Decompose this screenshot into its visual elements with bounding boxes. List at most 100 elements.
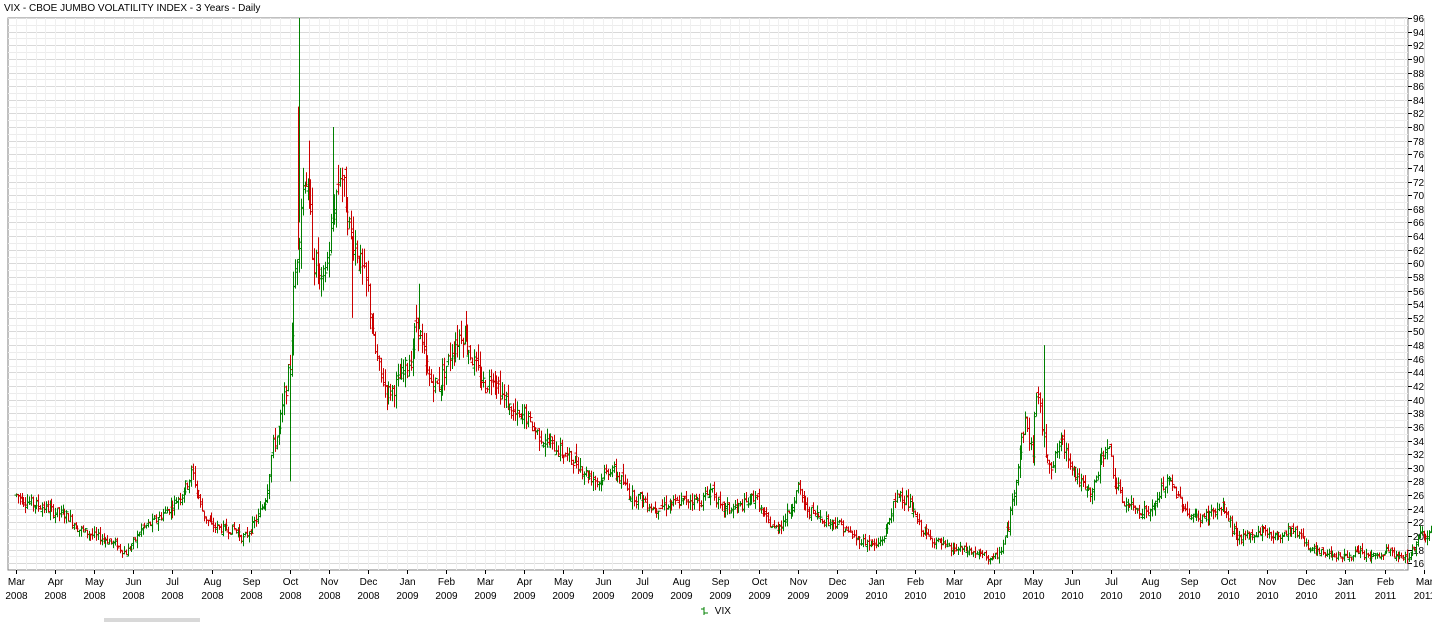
x-tick-year-label: 2010 <box>1022 591 1045 602</box>
x-tick-month-label: Nov <box>321 577 339 588</box>
x-tick-month-label: Jan <box>1337 577 1353 588</box>
x-tick-year-label: 2009 <box>592 591 615 602</box>
x-tick-year-label: 2009 <box>826 591 849 602</box>
x-tick-year-label: 2008 <box>240 591 263 602</box>
x-tick-month-label: Feb <box>1377 577 1395 588</box>
x-tick-year-label: 2009 <box>396 591 419 602</box>
x-tick-year-label: 2010 <box>1217 591 1240 602</box>
x-tick-year-label: 2008 <box>83 591 106 602</box>
x-tick-month-label: Jun <box>125 577 141 588</box>
x-tick-month-label: Apr <box>987 577 1003 588</box>
x-tick-month-label: Nov <box>790 577 808 588</box>
y-tick-label: 86 <box>1413 82 1425 93</box>
x-tick-month-label: Dec <box>829 577 847 588</box>
x-tick-month-label: Mar <box>8 577 26 588</box>
x-tick-month-label: May <box>554 577 573 588</box>
x-tick-year-label: 2010 <box>1061 591 1084 602</box>
x-tick-year-label: 2009 <box>513 591 536 602</box>
x-tick-year-label: 2008 <box>161 591 184 602</box>
x-tick-year-label: 2008 <box>5 591 28 602</box>
x-tick-year-label: 2009 <box>670 591 693 602</box>
x-tick-month-label: Mar <box>477 577 495 588</box>
x-tick-year-label: 2008 <box>44 591 67 602</box>
x-tick-year-label: 2009 <box>787 591 810 602</box>
x-tick-month-label: Jul <box>636 577 649 588</box>
x-tick-month-label: Jan <box>868 577 884 588</box>
x-tick-month-label: Mar <box>946 577 964 588</box>
x-tick-year-label: 2010 <box>983 591 1006 602</box>
x-tick-year-label: 2010 <box>943 591 966 602</box>
y-tick-label: 92 <box>1413 41 1425 52</box>
y-tick-label: 44 <box>1413 368 1425 379</box>
x-tick-month-label: Apr <box>517 577 533 588</box>
legend-label: VIX <box>714 606 731 617</box>
y-tick-label: 24 <box>1413 505 1425 516</box>
y-tick-label: 22 <box>1413 518 1425 529</box>
x-tick-year-label: 2010 <box>865 591 888 602</box>
x-tick-year-label: 2009 <box>474 591 497 602</box>
y-tick-label: 90 <box>1413 55 1425 66</box>
y-tick-label: 66 <box>1413 218 1425 229</box>
x-tick-year-label: 2008 <box>318 591 341 602</box>
y-tick-label: 26 <box>1413 491 1425 502</box>
y-tick-label: 94 <box>1413 28 1425 39</box>
y-tick-label: 18 <box>1413 546 1425 557</box>
x-tick-year-label: 2008 <box>201 591 224 602</box>
y-tick-label: 40 <box>1413 396 1425 407</box>
y-tick-label: 58 <box>1413 273 1425 284</box>
y-tick-label: 38 <box>1413 409 1425 420</box>
x-tick-month-label: Oct <box>283 577 299 588</box>
x-tick-year-label: 2009 <box>748 591 771 602</box>
x-tick-year-label: 2010 <box>1295 591 1318 602</box>
x-tick-month-label: Dec <box>1298 577 1316 588</box>
x-tick-month-label: Aug <box>1142 577 1160 588</box>
y-tick-label: 82 <box>1413 109 1425 120</box>
x-tick-year-label: 2010 <box>904 591 927 602</box>
scrollbar-thumb[interactable] <box>104 618 200 622</box>
x-tick-month-label: Sep <box>1181 577 1199 588</box>
x-tick-month-label: Aug <box>204 577 222 588</box>
x-tick-month-label: Nov <box>1259 577 1277 588</box>
y-tick-label: 84 <box>1413 96 1425 107</box>
x-tick-month-label: Mar <box>1416 577 1432 588</box>
chart-legend: VIX <box>700 606 731 617</box>
x-tick-year-label: 2009 <box>552 591 575 602</box>
y-tick-label: 60 <box>1413 259 1425 270</box>
y-tick-label: 42 <box>1413 382 1425 393</box>
x-tick-year-label: 2009 <box>709 591 732 602</box>
x-tick-month-label: Jun <box>595 577 611 588</box>
x-tick-month-label: May <box>1024 577 1043 588</box>
y-tick-label: 52 <box>1413 314 1425 325</box>
y-tick-label: 30 <box>1413 464 1425 475</box>
y-tick-label: 50 <box>1413 327 1425 338</box>
x-tick-month-label: Feb <box>907 577 925 588</box>
chart-title: VIX - CBOE JUMBO VOLATILITY INDEX - 3 Ye… <box>4 3 261 14</box>
y-tick-label: 88 <box>1413 69 1425 80</box>
x-tick-month-label: Sep <box>243 577 261 588</box>
x-tick-month-label: Jun <box>1064 577 1080 588</box>
y-tick-label: 74 <box>1413 164 1425 175</box>
y-tick-label: 34 <box>1413 437 1425 448</box>
x-tick-month-label: Aug <box>673 577 691 588</box>
x-tick-month-label: Oct <box>1221 577 1237 588</box>
x-tick-month-label: Apr <box>48 577 64 588</box>
x-tick-year-label: 2008 <box>122 591 145 602</box>
y-tick-label: 72 <box>1413 178 1425 189</box>
y-tick-label: 68 <box>1413 205 1425 216</box>
x-tick-month-label: Sep <box>712 577 730 588</box>
x-tick-year-label: 2010 <box>1256 591 1279 602</box>
x-tick-year-label: 2008 <box>357 591 380 602</box>
x-tick-month-label: Dec <box>360 577 378 588</box>
y-tick-label: 78 <box>1413 137 1425 148</box>
x-tick-year-label: 2011 <box>1414 591 1432 602</box>
y-tick-label: 62 <box>1413 246 1425 257</box>
x-tick-month-label: Jul <box>166 577 179 588</box>
y-tick-label: 56 <box>1413 287 1425 298</box>
y-tick-label: 48 <box>1413 341 1425 352</box>
y-tick-label: 70 <box>1413 191 1425 202</box>
x-tick-year-label: 2010 <box>1178 591 1201 602</box>
x-tick-year-label: 2011 <box>1375 591 1397 602</box>
y-tick-label: 96 <box>1413 14 1425 25</box>
y-tick-label: 80 <box>1413 123 1425 134</box>
